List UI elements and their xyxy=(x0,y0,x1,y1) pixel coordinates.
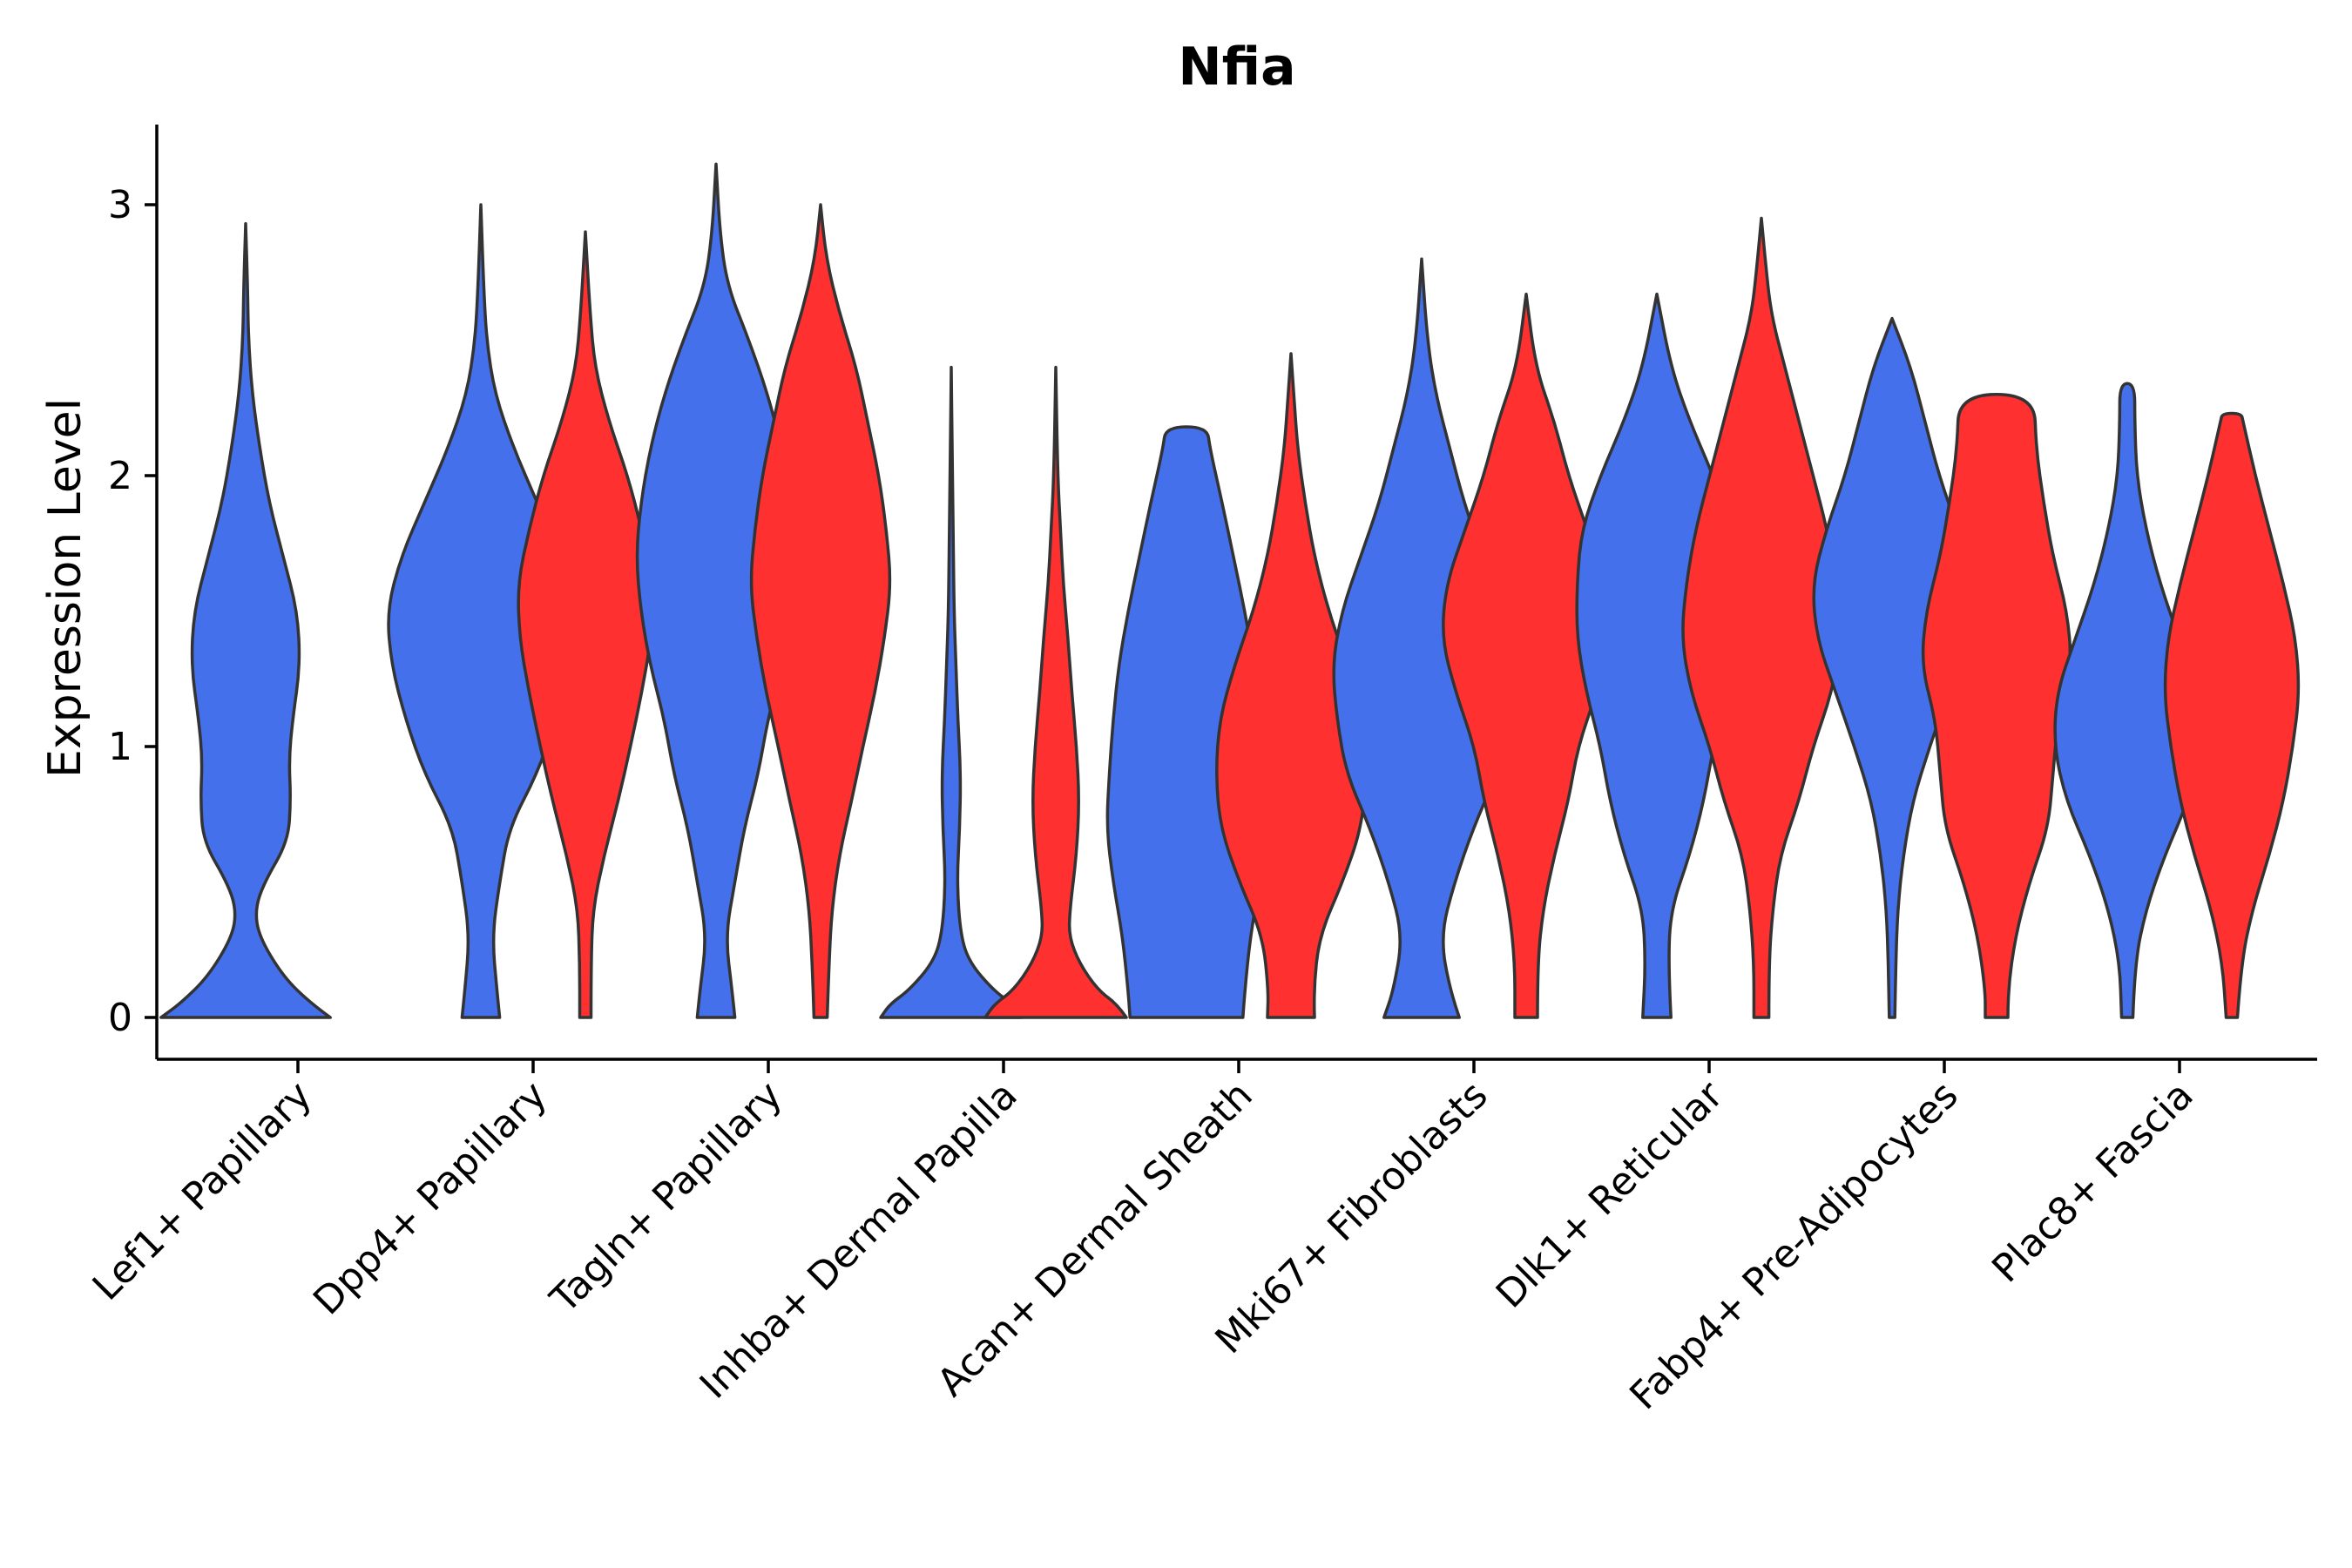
y-tick-label: 1 xyxy=(108,725,132,769)
violin-fabp4-pre-adipocytes-b xyxy=(1921,392,2072,1019)
x-tick-label: Plac8+ Fascia xyxy=(1984,1073,2202,1292)
violin-mki67-fibroblasts-b xyxy=(1442,292,1611,1019)
violin-plac8-fascia-b xyxy=(2163,411,2301,1019)
y-axis-label: Expression Level xyxy=(39,398,91,778)
violin-lef1-papillary-a xyxy=(159,222,332,1019)
chart-title: Nfia xyxy=(1178,37,1295,98)
violin-tagln-papillary-b xyxy=(749,203,892,1019)
violin-fabp4-pre-adipocytes-a xyxy=(1812,316,1972,1019)
violin-inhba-dermal-papilla-b xyxy=(983,365,1128,1019)
violin-dpp4-papillary-b xyxy=(517,230,654,1019)
x-tick-label: Tagln+ Papillary xyxy=(542,1073,791,1322)
violins-layer xyxy=(159,162,2301,1019)
x-tick-label: Dlk1+ Reticular xyxy=(1488,1072,1733,1317)
x-tick-label: Lef1+ Papillary xyxy=(84,1073,321,1309)
violin-dlk1-reticular-a xyxy=(1575,292,1739,1019)
x-tick-label: Dpp4+ Papillary xyxy=(305,1073,556,1324)
y-tick-label: 3 xyxy=(108,183,132,227)
y-ticks: 0 1 2 3 xyxy=(108,183,157,1040)
y-tick-label: 0 xyxy=(108,996,132,1040)
x-tick-label: Mki67+ Fibroblasts xyxy=(1206,1073,1496,1362)
violin-tagln-papillary-a xyxy=(635,162,797,1019)
y-tick-label: 2 xyxy=(108,454,132,498)
violin-inhba-dermal-papilla-a xyxy=(879,365,1024,1019)
violin-dlk1-reticular-b xyxy=(1681,216,1842,1019)
